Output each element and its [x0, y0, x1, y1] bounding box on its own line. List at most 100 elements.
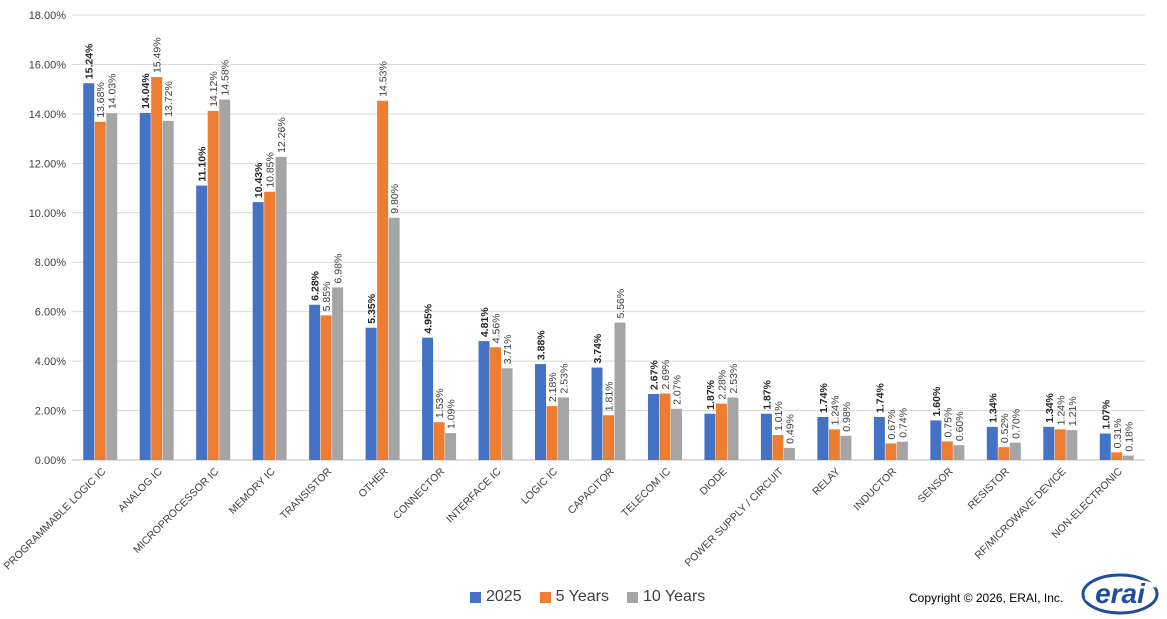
bar-5-years[interactable]: [772, 435, 784, 460]
data-label: 13.72%: [163, 81, 175, 117]
bar-2025[interactable]: [535, 364, 547, 460]
bar-2025[interactable]: [873, 416, 885, 460]
data-label: 5.85%: [321, 282, 333, 312]
x-tick-label: CONNECTOR: [391, 465, 447, 521]
bar-5-years[interactable]: [490, 347, 502, 460]
data-label: 14.58%: [220, 60, 232, 96]
bar-10-years[interactable]: [896, 441, 908, 460]
bar-2025[interactable]: [1099, 433, 1111, 460]
bar-10-years[interactable]: [614, 322, 626, 460]
bar-10-years[interactable]: [445, 433, 457, 460]
logo-text: erai: [1095, 578, 1146, 609]
data-label: 1.53%: [434, 388, 446, 418]
data-label: 2.67%: [648, 360, 660, 390]
y-tick-label: 18.00%: [29, 10, 67, 22]
bar-2025[interactable]: [704, 413, 716, 460]
bar-5-years[interactable]: [603, 415, 614, 460]
bar-10-years[interactable]: [727, 397, 739, 460]
data-label: 6.28%: [310, 270, 322, 300]
bar-5-years[interactable]: [715, 403, 727, 460]
data-label: 1.74%: [818, 383, 830, 413]
bar-10-years[interactable]: [162, 120, 174, 461]
bar-5-years[interactable]: [151, 77, 163, 460]
bar-10-years[interactable]: [106, 113, 118, 461]
bar-10-years[interactable]: [783, 447, 795, 460]
bar-5-years[interactable]: [320, 315, 332, 460]
data-label: 4.81%: [479, 307, 491, 337]
data-label: 5.56%: [615, 289, 627, 319]
bar-2025[interactable]: [817, 416, 829, 460]
legend-item-2025[interactable]: 2025: [470, 588, 522, 606]
bar-10-years[interactable]: [840, 435, 852, 460]
bar-2025[interactable]: [1043, 426, 1055, 460]
data-label: 11.10%: [197, 146, 209, 182]
x-tick-label: TRANSISTOR: [278, 465, 334, 521]
bar-5-years[interactable]: [1054, 429, 1066, 460]
bar-2025[interactable]: [760, 413, 772, 460]
bar-5-years[interactable]: [546, 406, 558, 460]
x-tick-label: ANALOG IC: [116, 465, 165, 514]
bar-2025[interactable]: [309, 304, 321, 460]
data-label: 4.56%: [491, 313, 503, 343]
data-label: 0.60%: [954, 411, 966, 441]
x-tick-label: CAPACITOR: [565, 465, 616, 516]
bar-5-years[interactable]: [264, 191, 276, 460]
data-label: 1.21%: [1067, 396, 1079, 426]
bar-10-years[interactable]: [1066, 430, 1078, 460]
bar-5-years[interactable]: [998, 447, 1010, 460]
data-label: 1.24%: [829, 396, 841, 426]
bar-2025[interactable]: [422, 337, 434, 460]
bar-2025[interactable]: [591, 367, 603, 460]
bar-10-years[interactable]: [275, 156, 287, 460]
bar-2025[interactable]: [252, 202, 264, 460]
bar-10-years[interactable]: [219, 99, 231, 461]
bar-2025[interactable]: [196, 185, 208, 461]
data-label: 1.07%: [1100, 399, 1112, 429]
bar-5-years[interactable]: [433, 422, 445, 460]
bar-10-years[interactable]: [953, 445, 965, 460]
legend-swatch: [539, 591, 551, 603]
bar-10-years[interactable]: [501, 368, 513, 460]
legend-swatch: [626, 591, 638, 603]
bar-10-years[interactable]: [332, 287, 344, 460]
bar-10-years[interactable]: [1122, 455, 1134, 460]
bar-5-years[interactable]: [207, 110, 219, 460]
legend-item-5-years[interactable]: 5 Years: [539, 588, 609, 606]
data-label: 0.70%: [1010, 409, 1022, 439]
bar-5-years[interactable]: [94, 121, 106, 461]
bar-5-years[interactable]: [1111, 452, 1123, 460]
x-tick-label: DIODE: [698, 466, 730, 498]
bar-2025[interactable]: [478, 341, 490, 460]
bar-2025[interactable]: [83, 83, 95, 460]
bar-5-years[interactable]: [885, 443, 897, 460]
bar-10-years[interactable]: [1009, 442, 1021, 460]
data-label: 0.49%: [784, 414, 796, 444]
bar-10-years[interactable]: [558, 397, 570, 460]
bar-10-years[interactable]: [388, 217, 400, 460]
y-tick-label: 14.00%: [29, 109, 67, 121]
legend-swatch: [470, 591, 481, 603]
bar-5-years[interactable]: [377, 100, 389, 461]
data-label: 0.67%: [886, 410, 898, 440]
bar-10-years[interactable]: [670, 408, 682, 460]
bar-2025[interactable]: [365, 327, 377, 460]
bar-2025[interactable]: [930, 420, 942, 460]
legend-item-10-years[interactable]: 10 Years: [626, 588, 705, 606]
x-tick-label: INTERFACE IC: [444, 465, 504, 525]
x-axis: PROGRAMMABLE LOGIC IC ANALOG ICMICROPROCE…: [2, 465, 1125, 572]
bar-2025[interactable]: [986, 426, 998, 460]
x-tick-label: OTHER: [356, 465, 391, 500]
copyright-text: Copyright © 2026, ERAI, Inc.: [909, 591, 1064, 605]
y-tick-label: 8.00%: [35, 257, 66, 269]
bar-2025[interactable]: [139, 112, 151, 461]
bar-5-years[interactable]: [828, 429, 840, 460]
data-label: 0.52%: [999, 413, 1011, 443]
data-label: 10.43%: [253, 162, 265, 198]
data-label: 15.24%: [84, 43, 96, 79]
y-tick-label: 16.00%: [29, 59, 67, 71]
bar-2025[interactable]: [647, 393, 659, 460]
bar-5-years[interactable]: [941, 441, 953, 460]
x-tick-label: MEMORY IC: [227, 465, 278, 516]
bar-5-years[interactable]: [659, 393, 671, 460]
y-tick-label: 6.00%: [35, 307, 66, 319]
